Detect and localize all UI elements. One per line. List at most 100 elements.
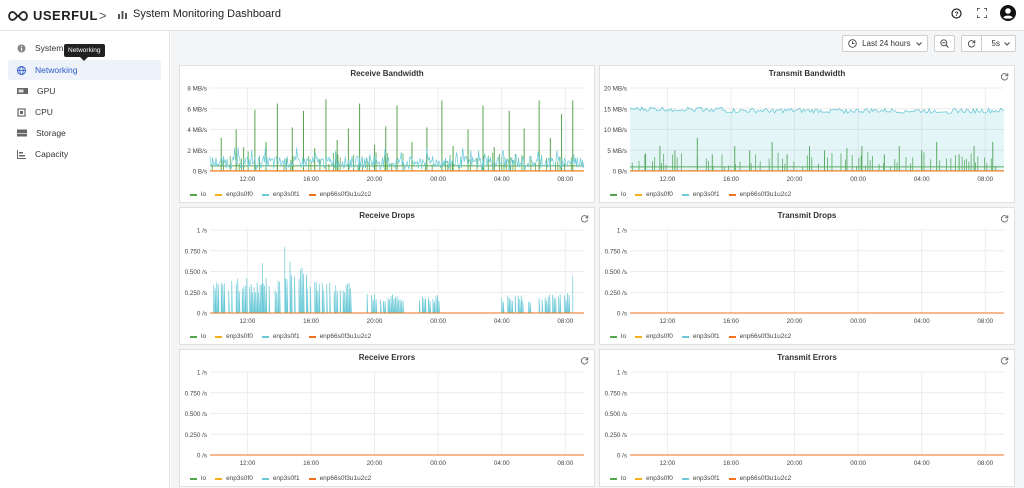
legend-swatch <box>190 335 197 338</box>
sidebar-item-capacity[interactable]: Capacity <box>8 144 161 164</box>
legend-item-enp3s0f1[interactable]: enp3s0f1 <box>261 333 300 340</box>
legend-item-lo[interactable]: lo <box>190 475 206 482</box>
chart-legend: lo enp3s0f0 enp3s0f1 enp66s0f3u1u2c2 <box>610 475 791 482</box>
sidebar-item-label: Networking <box>35 65 78 75</box>
chart-legend: lo enp3s0f0 enp3s0f1 enp66s0f3u1u2c2 <box>610 333 791 340</box>
legend-item-enp3s0f1[interactable]: enp3s0f1 <box>261 475 300 482</box>
legend-item-enp3s0f0[interactable]: enp3s0f0 <box>635 475 673 482</box>
legend-swatch <box>308 477 316 480</box>
x-tick-label: 16:00 <box>723 176 739 183</box>
y-tick-label: 0.500 /s <box>185 269 207 276</box>
legend-item-enp3s0f0[interactable]: enp3s0f0 <box>635 191 673 198</box>
user-avatar-icon[interactable] <box>1000 5 1016 21</box>
legend-item-lo[interactable]: lo <box>610 475 626 482</box>
panel-refresh-icon[interactable] <box>1000 352 1010 365</box>
legend-swatch <box>610 193 617 196</box>
x-tick-label: 04:00 <box>494 460 510 467</box>
y-tick-label: 0.250 /s <box>605 290 627 297</box>
legend-item-enp3s0f1[interactable]: enp3s0f1 <box>681 191 720 198</box>
legend-item-enp66s0f3u1u2c2[interactable]: enp66s0f3u1u2c2 <box>308 191 371 198</box>
legend-label: enp66s0f3u1u2c2 <box>319 333 372 340</box>
sidebar-item-networking[interactable]: Networking <box>8 60 161 80</box>
refresh-button[interactable] <box>962 36 982 51</box>
legend-item-enp3s0f1[interactable]: enp3s0f1 <box>261 191 300 198</box>
logo[interactable]: USERFUL <box>7 8 98 23</box>
sidebar-item-label: Capacity <box>35 149 69 159</box>
sidebar-item-storage[interactable]: Storage <box>8 123 161 143</box>
y-tick-label: 0.250 /s <box>185 432 207 439</box>
legend-swatch <box>635 335 643 338</box>
legend-item-enp3s0f1[interactable]: enp3s0f1 <box>681 333 720 340</box>
x-tick-label: 20:00 <box>367 318 383 325</box>
legend-item-enp66s0f3u1u2c2[interactable]: enp66s0f3u1u2c2 <box>728 191 791 198</box>
chart-title: Transmit Errors <box>777 353 837 362</box>
legend-item-enp3s0f0[interactable]: enp3s0f0 <box>215 475 253 482</box>
legend-item-enp66s0f3u1u2c2[interactable]: enp66s0f3u1u2c2 <box>308 333 372 340</box>
chart-panel-receive-drops: Receive Drops 0 /s 0.250 /s 0.500 /s 0.750 /… <box>179 207 595 345</box>
legend-item-enp3s0f0[interactable]: enp3s0f0 <box>215 191 253 198</box>
x-tick-label: 08:00 <box>557 460 573 467</box>
legend-label: enp3s0f0 <box>226 191 253 198</box>
legend-swatch <box>215 335 223 338</box>
y-tick-label: 0.750 /s <box>605 390 627 397</box>
y-tick-label: 0.750 /s <box>605 248 627 255</box>
x-tick-label: 20:00 <box>787 318 803 325</box>
x-tick-label: 20:00 <box>787 176 803 183</box>
x-tick-label: 08:00 <box>557 318 573 325</box>
legend-item-enp3s0f1[interactable]: enp3s0f1 <box>681 475 720 482</box>
legend-item-lo[interactable]: lo <box>610 333 626 340</box>
x-tick-label: 12:00 <box>660 318 676 325</box>
legend-item-enp3s0f0[interactable]: enp3s0f0 <box>635 333 673 340</box>
y-tick-label: 10 MB/s <box>604 127 627 134</box>
x-tick-label: 08:00 <box>977 176 993 183</box>
zoom-out-button[interactable] <box>933 35 955 52</box>
panel-refresh-icon[interactable] <box>1000 68 1010 81</box>
legend-swatch <box>308 193 316 196</box>
sidebar-item-system[interactable]: System <box>8 38 161 58</box>
zoom-out-icon <box>939 39 949 48</box>
legend-item-enp66s0f3u1u2c2[interactable]: enp66s0f3u1u2c2 <box>728 475 791 482</box>
legend-item-lo[interactable]: lo <box>190 191 206 198</box>
legend-swatch <box>190 477 197 480</box>
chart-legend: lo enp3s0f0 enp3s0f1 enp66s0f3u1u2c2 <box>190 475 371 482</box>
refresh-interval-picker[interactable]: 5s <box>987 39 1015 48</box>
x-tick-label: 00:00 <box>850 176 866 183</box>
y-tick-label: 20 MB/s <box>604 86 627 93</box>
help-icon[interactable]: ? <box>948 5 964 21</box>
x-tick-label: 00:00 <box>430 176 446 183</box>
legend-item-enp3s0f0[interactable]: enp3s0f0 <box>215 333 253 340</box>
x-tick-label: 04:00 <box>914 176 930 183</box>
legend-swatch <box>261 335 269 338</box>
top-bar: USERFUL > System Monitoring Dashboard ? <box>0 0 1024 31</box>
refresh-icon <box>967 40 975 48</box>
legend-item-lo[interactable]: lo <box>610 191 626 198</box>
legend-item-enp66s0f3u1u2c2[interactable]: enp66s0f3u1u2c2 <box>308 475 371 482</box>
sidebar-item-cpu[interactable]: CPU <box>8 102 161 122</box>
legend-label: enp3s0f1 <box>272 333 300 340</box>
legend-label: lo <box>621 475 627 482</box>
panel-refresh-icon[interactable] <box>580 352 590 365</box>
chart-plot: 0 B/s 2 MB/s 4 MB/s 6 MB/s 8 MB/s 12:00 16:00 2… <box>187 86 585 183</box>
legend-item-enp66s0f3u1u2c2[interactable]: enp66s0f3u1u2c2 <box>728 333 791 340</box>
time-range-picker[interactable]: Last 24 hours <box>842 35 928 52</box>
legend-label: enp3s0f1 <box>692 191 720 198</box>
panel-refresh-icon[interactable] <box>1000 210 1010 223</box>
chevron-down-icon <box>1004 41 1010 46</box>
legend-swatch <box>728 477 736 480</box>
y-tick-label: 0.750 /s <box>185 248 207 255</box>
legend-label: lo <box>201 475 207 482</box>
y-tick-label: 1 /s <box>197 370 207 377</box>
legend-item-lo[interactable]: lo <box>190 333 206 340</box>
sidebar-item-gpu[interactable]: GPU <box>8 81 161 101</box>
series-line-enp3s0f1 <box>629 105 1005 115</box>
x-tick-label: 00:00 <box>430 460 446 467</box>
panel-refresh-icon[interactable] <box>580 210 590 223</box>
chart-legend: lo enp3s0f0 enp3s0f1 enp66s0f3u1u2c2 <box>610 191 791 198</box>
logo-text: USERFUL <box>33 8 98 23</box>
fullscreen-icon[interactable] <box>974 5 990 21</box>
y-tick-label: 8 MB/s <box>187 86 207 93</box>
chart-panel-transmit-errors: Transmit Errors 0 /s 0.250 /s 0.500 /s 0.750… <box>599 349 1015 487</box>
series-line-enp3s0f1 <box>210 246 584 314</box>
y-tick-label: 0 B/s <box>613 169 627 176</box>
y-tick-label: 0 /s <box>197 453 207 460</box>
